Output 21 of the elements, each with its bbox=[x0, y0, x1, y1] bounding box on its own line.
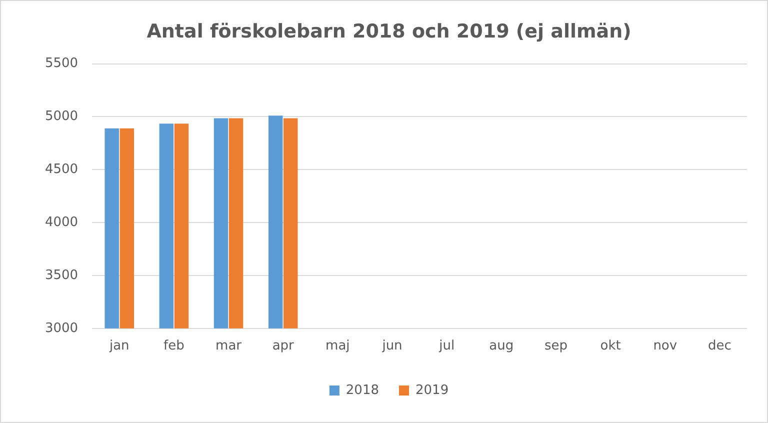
x-tick-label: okt bbox=[600, 338, 621, 354]
y-tick-label: 5000 bbox=[44, 109, 78, 124]
x-tick-label: sep bbox=[544, 338, 568, 354]
y-tick-label: 3000 bbox=[44, 320, 78, 336]
x-tick-label: nov bbox=[653, 338, 678, 354]
x-tick-label: jun bbox=[381, 338, 402, 354]
x-tick-label: feb bbox=[164, 338, 184, 354]
x-tick-label: jan bbox=[108, 338, 130, 354]
y-tick-label: 4000 bbox=[44, 214, 78, 230]
x-tick-label: maj bbox=[326, 338, 350, 354]
chart-title: Antal förskolebarn 2018 och 2019 (ej allmän) bbox=[146, 20, 632, 42]
legend-label: 2018 bbox=[346, 382, 380, 398]
x-tick-label: mar bbox=[216, 338, 242, 354]
y-tick-label: 4500 bbox=[44, 162, 78, 178]
x-tick-label: aug bbox=[489, 338, 514, 354]
y-tick-label: 5500 bbox=[44, 56, 78, 72]
x-tick-label: apr bbox=[272, 338, 295, 354]
y-tick-label: 3500 bbox=[44, 268, 78, 283]
x-tick-label: jul bbox=[438, 338, 455, 354]
x-tick-label: dec bbox=[708, 338, 732, 354]
legend-label: 2019 bbox=[416, 382, 449, 398]
